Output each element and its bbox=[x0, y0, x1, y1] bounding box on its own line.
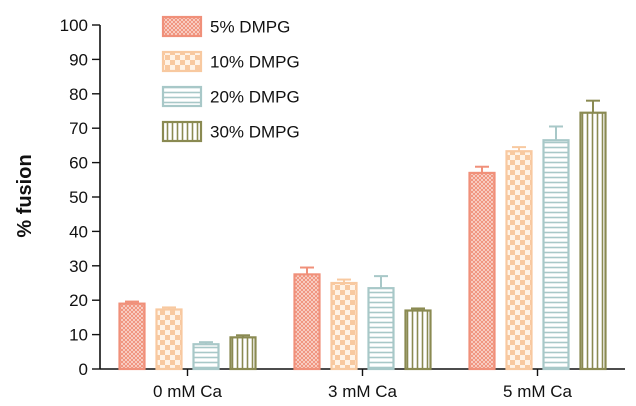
bar bbox=[192, 343, 220, 371]
series-20-dmpg bbox=[192, 125, 570, 371]
legend-swatch bbox=[161, 50, 203, 73]
y-tick-label: 60 bbox=[69, 154, 88, 173]
y-tick-label: 70 bbox=[69, 119, 88, 138]
y-tick-label: 80 bbox=[69, 85, 88, 104]
y-tick-label: 20 bbox=[69, 291, 88, 310]
legend-swatch bbox=[161, 15, 203, 38]
bar bbox=[330, 281, 358, 371]
legend-swatch bbox=[161, 85, 203, 108]
y-tick-label: 90 bbox=[69, 50, 88, 69]
x-tick-label: 3 mM Ca bbox=[328, 382, 398, 401]
legend-label: 30% DMPG bbox=[210, 123, 300, 142]
bar bbox=[404, 309, 432, 371]
y-tick-label: 10 bbox=[69, 326, 88, 345]
y-tick-label: 30 bbox=[69, 257, 88, 276]
bar-series-group bbox=[118, 99, 607, 371]
legend-label: 5% DMPG bbox=[210, 18, 290, 37]
y-tick-label: 40 bbox=[69, 222, 88, 241]
bar bbox=[505, 150, 533, 371]
y-tick-label: 100 bbox=[60, 16, 88, 35]
y-tick-label: 50 bbox=[69, 188, 88, 207]
y-axis: 0 10 20 30 40 50 60 70 80 90 100 bbox=[60, 16, 101, 379]
bar bbox=[293, 273, 321, 371]
series-5-dmpg bbox=[118, 165, 496, 371]
bar bbox=[579, 111, 607, 371]
bar bbox=[468, 171, 496, 371]
bar bbox=[118, 302, 146, 371]
x-tick-label: 5 mM Ca bbox=[503, 382, 573, 401]
legend-label: 20% DMPG bbox=[210, 88, 300, 107]
x-tick-label: 0 mM Ca bbox=[153, 382, 223, 401]
series-10-dmpg bbox=[155, 146, 533, 371]
x-axis: 0 mM Ca 3 mM Ca 5 mM Ca bbox=[100, 368, 625, 401]
y-tick-label: 0 bbox=[79, 360, 88, 379]
bar bbox=[367, 287, 395, 371]
bar bbox=[542, 139, 570, 371]
series-30-dmpg bbox=[229, 99, 607, 371]
legend-swatch bbox=[161, 120, 203, 143]
legend-label: 10% DMPG bbox=[210, 53, 300, 72]
bar bbox=[155, 308, 183, 371]
y-axis-title: % fusion bbox=[14, 154, 36, 237]
legend: 5% DMPG 10% DMPG 20% DMPG 30% DMPG bbox=[161, 15, 300, 143]
bar bbox=[229, 336, 257, 371]
